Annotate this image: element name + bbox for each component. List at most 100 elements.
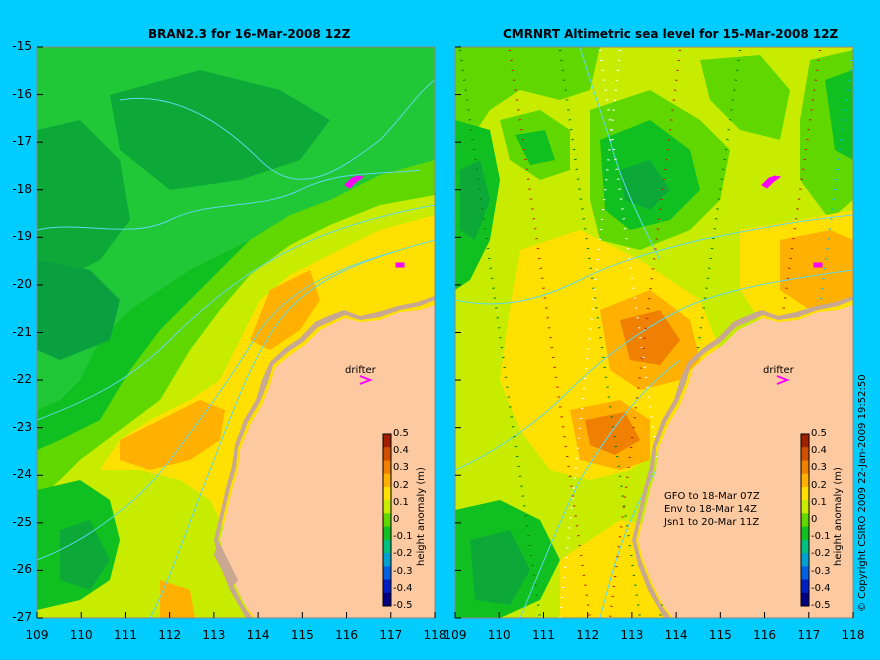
x-axis-label: 115: [708, 628, 732, 642]
y-axis-label: -26: [12, 562, 32, 577]
x-axis-label: 113: [202, 628, 226, 642]
colorbar-swatch: [383, 486, 391, 501]
x-axis-label: 117: [379, 628, 403, 642]
x-axis-label: 113: [620, 628, 644, 642]
colorbar-tick-label: -0.2: [393, 548, 413, 560]
y-axis-label: -17: [12, 134, 32, 149]
colorbar-swatch: [801, 486, 809, 501]
y-axis-label: -18: [12, 181, 32, 196]
colorbar-title-left: height anomaly (m): [416, 467, 427, 566]
y-axis-label: -25: [12, 514, 32, 529]
colorbar-title-right: height anomaly (m): [833, 467, 844, 566]
colorbar-right: [800, 433, 810, 607]
colorbar-tick-label: 0.4: [393, 445, 409, 457]
colorbar-swatch: [801, 447, 809, 461]
colorbar-swatch: [801, 566, 809, 581]
colorbar-tick-label: 0.2: [811, 479, 827, 491]
colorbar-tick-label: -0.5: [393, 600, 413, 611]
colorbar-swatch: [801, 539, 809, 554]
x-axis-label: 116: [753, 628, 776, 642]
right-map: [455, 47, 853, 618]
colorbar-swatch: [801, 473, 809, 488]
x-axis-label: 118: [423, 628, 447, 642]
colorbar-tick-label: -0.1: [811, 531, 831, 543]
mission-info-gfo: GFO to 18-Mar 07Z: [664, 491, 760, 502]
colorbar-tick-label: -0.4: [393, 582, 413, 594]
colorbar-swatch: [383, 553, 391, 567]
colorbar-swatch: [383, 539, 391, 554]
x-axis-label: 115: [290, 628, 314, 642]
x-axis-label: 110: [487, 628, 511, 642]
colorbar-swatch: [383, 434, 391, 448]
y-axis-label: -16: [12, 86, 32, 101]
colorbar-swatch: [801, 592, 809, 607]
y-axis-label: -19: [12, 229, 32, 244]
colorbar-tick-label: -0.3: [393, 565, 413, 577]
drifter-track-right-1: [761, 175, 782, 189]
axis-ticks: [36, 46, 854, 619]
drifter-track-right-2: [813, 262, 823, 268]
colorbar-tick-label: 0.2: [393, 479, 409, 491]
colorbar-tick-label: -0.1: [393, 531, 413, 543]
drifter-label-left: drifter: [345, 365, 376, 376]
x-axis-label: 114: [664, 628, 688, 642]
colorbar-tick-label: 0.4: [811, 445, 827, 457]
colorbar-tick-label: 0: [811, 514, 818, 525]
colorbar-tick-label: 0.1: [811, 496, 827, 508]
right-map-title: CMRNRT Altimetric sea level for 15-Mar-2…: [503, 27, 839, 41]
colorbar-swatch: [801, 553, 809, 567]
colorbar-tick-label: 0.5: [393, 428, 409, 439]
x-axis-label: 112: [576, 628, 600, 642]
y-axis-label: -27: [12, 610, 32, 624]
colorbar-tick-label: -0.3: [811, 565, 831, 577]
left-map: [37, 47, 435, 618]
colorbar-swatch: [383, 579, 391, 594]
colorbar-swatch: [801, 526, 809, 541]
mission-info-jsn1: Jsn1 to 20-Mar 11Z: [664, 517, 760, 528]
colorbar-swatch: [383, 447, 391, 461]
colorbar-frame: [800, 433, 810, 607]
colorbar-swatch: [383, 500, 391, 514]
colorbar-tick-label: 0.3: [393, 462, 409, 474]
colorbar-swatch: [801, 579, 809, 594]
colorbar-swatch: [383, 566, 391, 581]
copyright-credit: © Copyright CSIRO 2009 22-Jan-2009 19:52…: [857, 374, 868, 612]
colorbar-swatch: [383, 592, 391, 607]
x-axis-label: 111: [531, 628, 555, 642]
left-map-title: BRAN2.3 for 16-Mar-2008 12Z: [148, 27, 351, 41]
y-axis-label: -21: [12, 324, 32, 339]
colorbar-tick-label: 0.5: [811, 428, 827, 439]
colorbar-tick-label: 0.1: [393, 496, 409, 508]
colorbar-swatch: [801, 434, 809, 448]
y-axis-label: -23: [12, 419, 32, 434]
colorbar-frame: [382, 433, 392, 607]
colorbar-swatch: [383, 460, 391, 475]
x-axis-label: 112: [158, 628, 182, 642]
drifter-label-right: drifter: [763, 365, 794, 376]
drifter-arrow-left: [359, 375, 373, 385]
colorbar-tick-label: 0.3: [811, 462, 827, 474]
drifter-track-left-2: [395, 262, 405, 268]
x-axis-label: 114: [246, 628, 270, 642]
colorbar-swatch: [383, 526, 391, 541]
colorbar-tick-label: -0.2: [811, 548, 831, 560]
y-axis-label: -20: [12, 276, 32, 291]
x-axis-label: 116: [335, 628, 358, 642]
x-axis-label: 109: [443, 628, 467, 642]
y-axis-label: -24: [12, 467, 32, 482]
x-axis-label: 111: [113, 628, 137, 642]
colorbar-swatch: [801, 500, 809, 514]
colorbar-swatch: [801, 460, 809, 475]
x-axis-label: 117: [797, 628, 821, 642]
colorbar-tick-label: -0.5: [811, 600, 831, 611]
x-axis-label: 118: [841, 628, 865, 642]
drifter-arrow-right: [776, 375, 790, 385]
colorbar-swatch: [801, 513, 809, 528]
drifter-track-left-1: [344, 175, 365, 189]
x-axis-label: 109: [25, 628, 49, 642]
y-axis-label: -15: [12, 39, 32, 53]
y-axis-label: -22: [12, 372, 32, 387]
mission-info-env: Env to 18-Mar 14Z: [664, 504, 757, 515]
x-axis-label: 110: [69, 628, 93, 642]
